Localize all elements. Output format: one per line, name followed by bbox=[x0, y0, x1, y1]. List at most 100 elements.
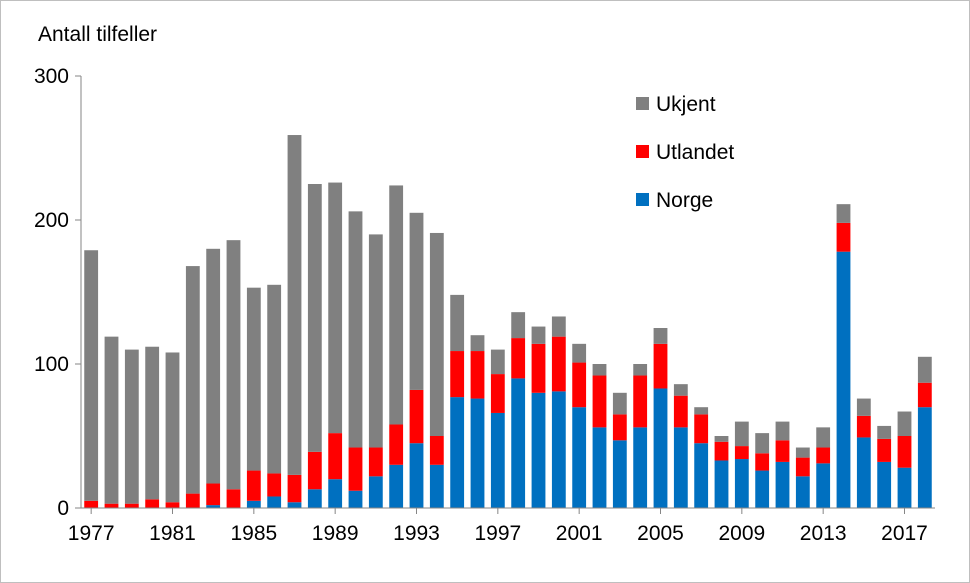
bar-utlandet-1999 bbox=[531, 343, 546, 393]
bar-norge-1985 bbox=[246, 500, 261, 508]
bar-norge-2007 bbox=[694, 443, 709, 508]
y-tick-label: 200 bbox=[34, 209, 69, 232]
bar-ukjent-1999 bbox=[531, 326, 546, 344]
bar-norge-2011 bbox=[775, 461, 790, 508]
bar-ukjent-2002 bbox=[592, 364, 607, 376]
bar-ukjent-1989 bbox=[328, 182, 343, 434]
bar-utlandet-2018 bbox=[917, 382, 932, 408]
legend-label-ukjent: Ukjent bbox=[656, 93, 716, 116]
bar-ukjent-2000 bbox=[551, 316, 566, 337]
bar-ukjent-1993 bbox=[409, 212, 424, 390]
bar-norge-2008 bbox=[714, 460, 729, 508]
bar-ukjent-1988 bbox=[307, 184, 322, 452]
bar-ukjent-1985 bbox=[246, 287, 261, 471]
bar-norge-1995 bbox=[450, 397, 465, 508]
bar-utlandet-1979 bbox=[124, 503, 139, 508]
bar-utlandet-1985 bbox=[246, 470, 261, 501]
bar-ukjent-2011 bbox=[775, 421, 790, 441]
bar-utlandet-1981 bbox=[165, 502, 180, 508]
bar-utlandet-2006 bbox=[673, 395, 688, 428]
legend-label-utlandet: Utlandet bbox=[656, 141, 734, 164]
bar-norge-1992 bbox=[389, 464, 404, 508]
bar-ukjent-1983 bbox=[206, 248, 221, 484]
bar-ukjent-2005 bbox=[653, 328, 668, 344]
bar-ukjent-2013 bbox=[816, 427, 831, 448]
bar-norge-2010 bbox=[755, 470, 770, 508]
bar-norge-1998 bbox=[511, 378, 526, 508]
bar-ukjent-2012 bbox=[795, 447, 810, 458]
x-tick-label: 2005 bbox=[637, 522, 684, 545]
bar-utlandet-2001 bbox=[572, 362, 587, 408]
x-tick-label: 1989 bbox=[312, 522, 359, 545]
bar-ukjent-2006 bbox=[673, 384, 688, 396]
bar-ukjent-2009 bbox=[734, 421, 749, 447]
x-tick-label: 1993 bbox=[393, 522, 440, 545]
bar-ukjent-1977 bbox=[84, 250, 99, 501]
bar-utlandet-2016 bbox=[877, 438, 892, 462]
bar-utlandet-2008 bbox=[714, 441, 729, 461]
bar-utlandet-1991 bbox=[368, 447, 383, 477]
bar-utlandet-1983 bbox=[206, 483, 221, 506]
bar-utlandet-1990 bbox=[348, 447, 363, 491]
bar-norge-1986 bbox=[267, 496, 282, 508]
bar-ukjent-2015 bbox=[856, 398, 871, 416]
bar-utlandet-1998 bbox=[511, 338, 526, 379]
bar-ukjent-1979 bbox=[124, 349, 139, 504]
bar-ukjent-2003 bbox=[612, 392, 627, 415]
bar-utlandet-2015 bbox=[856, 415, 871, 438]
bar-ukjent-1995 bbox=[450, 294, 465, 352]
x-axis: 1977 1981 1985 1989 1993 1997 2001 2005 2009 2013… bbox=[68, 507, 935, 545]
bar-ukjent-2017 bbox=[897, 411, 912, 436]
bar-utlandet-2014 bbox=[836, 222, 851, 252]
bar-norge-2009 bbox=[734, 459, 749, 508]
bar-utlandet-2002 bbox=[592, 375, 607, 428]
bar-utlandet-2010 bbox=[755, 453, 770, 471]
bar-utlandet-1994 bbox=[429, 436, 444, 465]
bar-norge-2016 bbox=[877, 461, 892, 508]
bar-ukjent-1998 bbox=[511, 312, 526, 339]
bar-utlandet-1987 bbox=[287, 474, 302, 503]
bar-norge-2006 bbox=[673, 427, 688, 508]
bar-utlandet-1986 bbox=[267, 473, 282, 497]
bar-norge-1996 bbox=[470, 398, 485, 508]
legend-label-norge: Norge bbox=[656, 189, 713, 212]
x-tick-label: 2013 bbox=[800, 522, 847, 545]
bar-utlandet-2003 bbox=[612, 414, 627, 441]
bar-norge-2003 bbox=[612, 440, 627, 508]
x-tick-label: 1985 bbox=[230, 522, 277, 545]
bar-ukjent-2018 bbox=[917, 356, 932, 383]
y-tick-label: 0 bbox=[57, 497, 69, 520]
bar-ukjent-2007 bbox=[694, 407, 709, 415]
bar-ukjent-1987 bbox=[287, 135, 302, 475]
y-tick-label: 100 bbox=[34, 353, 69, 376]
bar-norge-2001 bbox=[572, 407, 587, 508]
y-tick-label: 300 bbox=[34, 65, 69, 88]
bar-ukjent-2014 bbox=[836, 204, 851, 223]
bar-ukjent-2016 bbox=[877, 425, 892, 439]
y-axis: 0 100 200 300 bbox=[34, 65, 82, 520]
bars-group bbox=[84, 135, 932, 508]
bar-norge-2005 bbox=[653, 388, 668, 508]
bar-ukjent-2004 bbox=[633, 364, 648, 376]
bar-ukjent-1994 bbox=[429, 232, 444, 436]
bar-ukjent-1982 bbox=[185, 266, 200, 494]
bar-utlandet-1984 bbox=[226, 489, 241, 508]
bar-norge-1989 bbox=[328, 479, 343, 508]
legend: Ukjent Utlandet Norge bbox=[636, 93, 734, 212]
bar-norge-1994 bbox=[429, 464, 444, 508]
y-axis-title: Antall tilfeller bbox=[38, 23, 157, 46]
bar-norge-2014 bbox=[836, 251, 851, 508]
x-tick-label: 1981 bbox=[149, 522, 196, 545]
x-tick-label: 2017 bbox=[881, 522, 928, 545]
bar-norge-2017 bbox=[897, 467, 912, 508]
bar-ukjent-1980 bbox=[145, 346, 160, 500]
bar-utlandet-1997 bbox=[490, 374, 505, 413]
bar-norge-1988 bbox=[307, 489, 322, 508]
bar-ukjent-2010 bbox=[755, 433, 770, 454]
bar-ukjent-1996 bbox=[470, 335, 485, 352]
bar-utlandet-1993 bbox=[409, 389, 424, 444]
bar-norge-1983 bbox=[206, 505, 221, 508]
bar-utlandet-2017 bbox=[897, 436, 912, 468]
bar-utlandet-2012 bbox=[795, 457, 810, 477]
